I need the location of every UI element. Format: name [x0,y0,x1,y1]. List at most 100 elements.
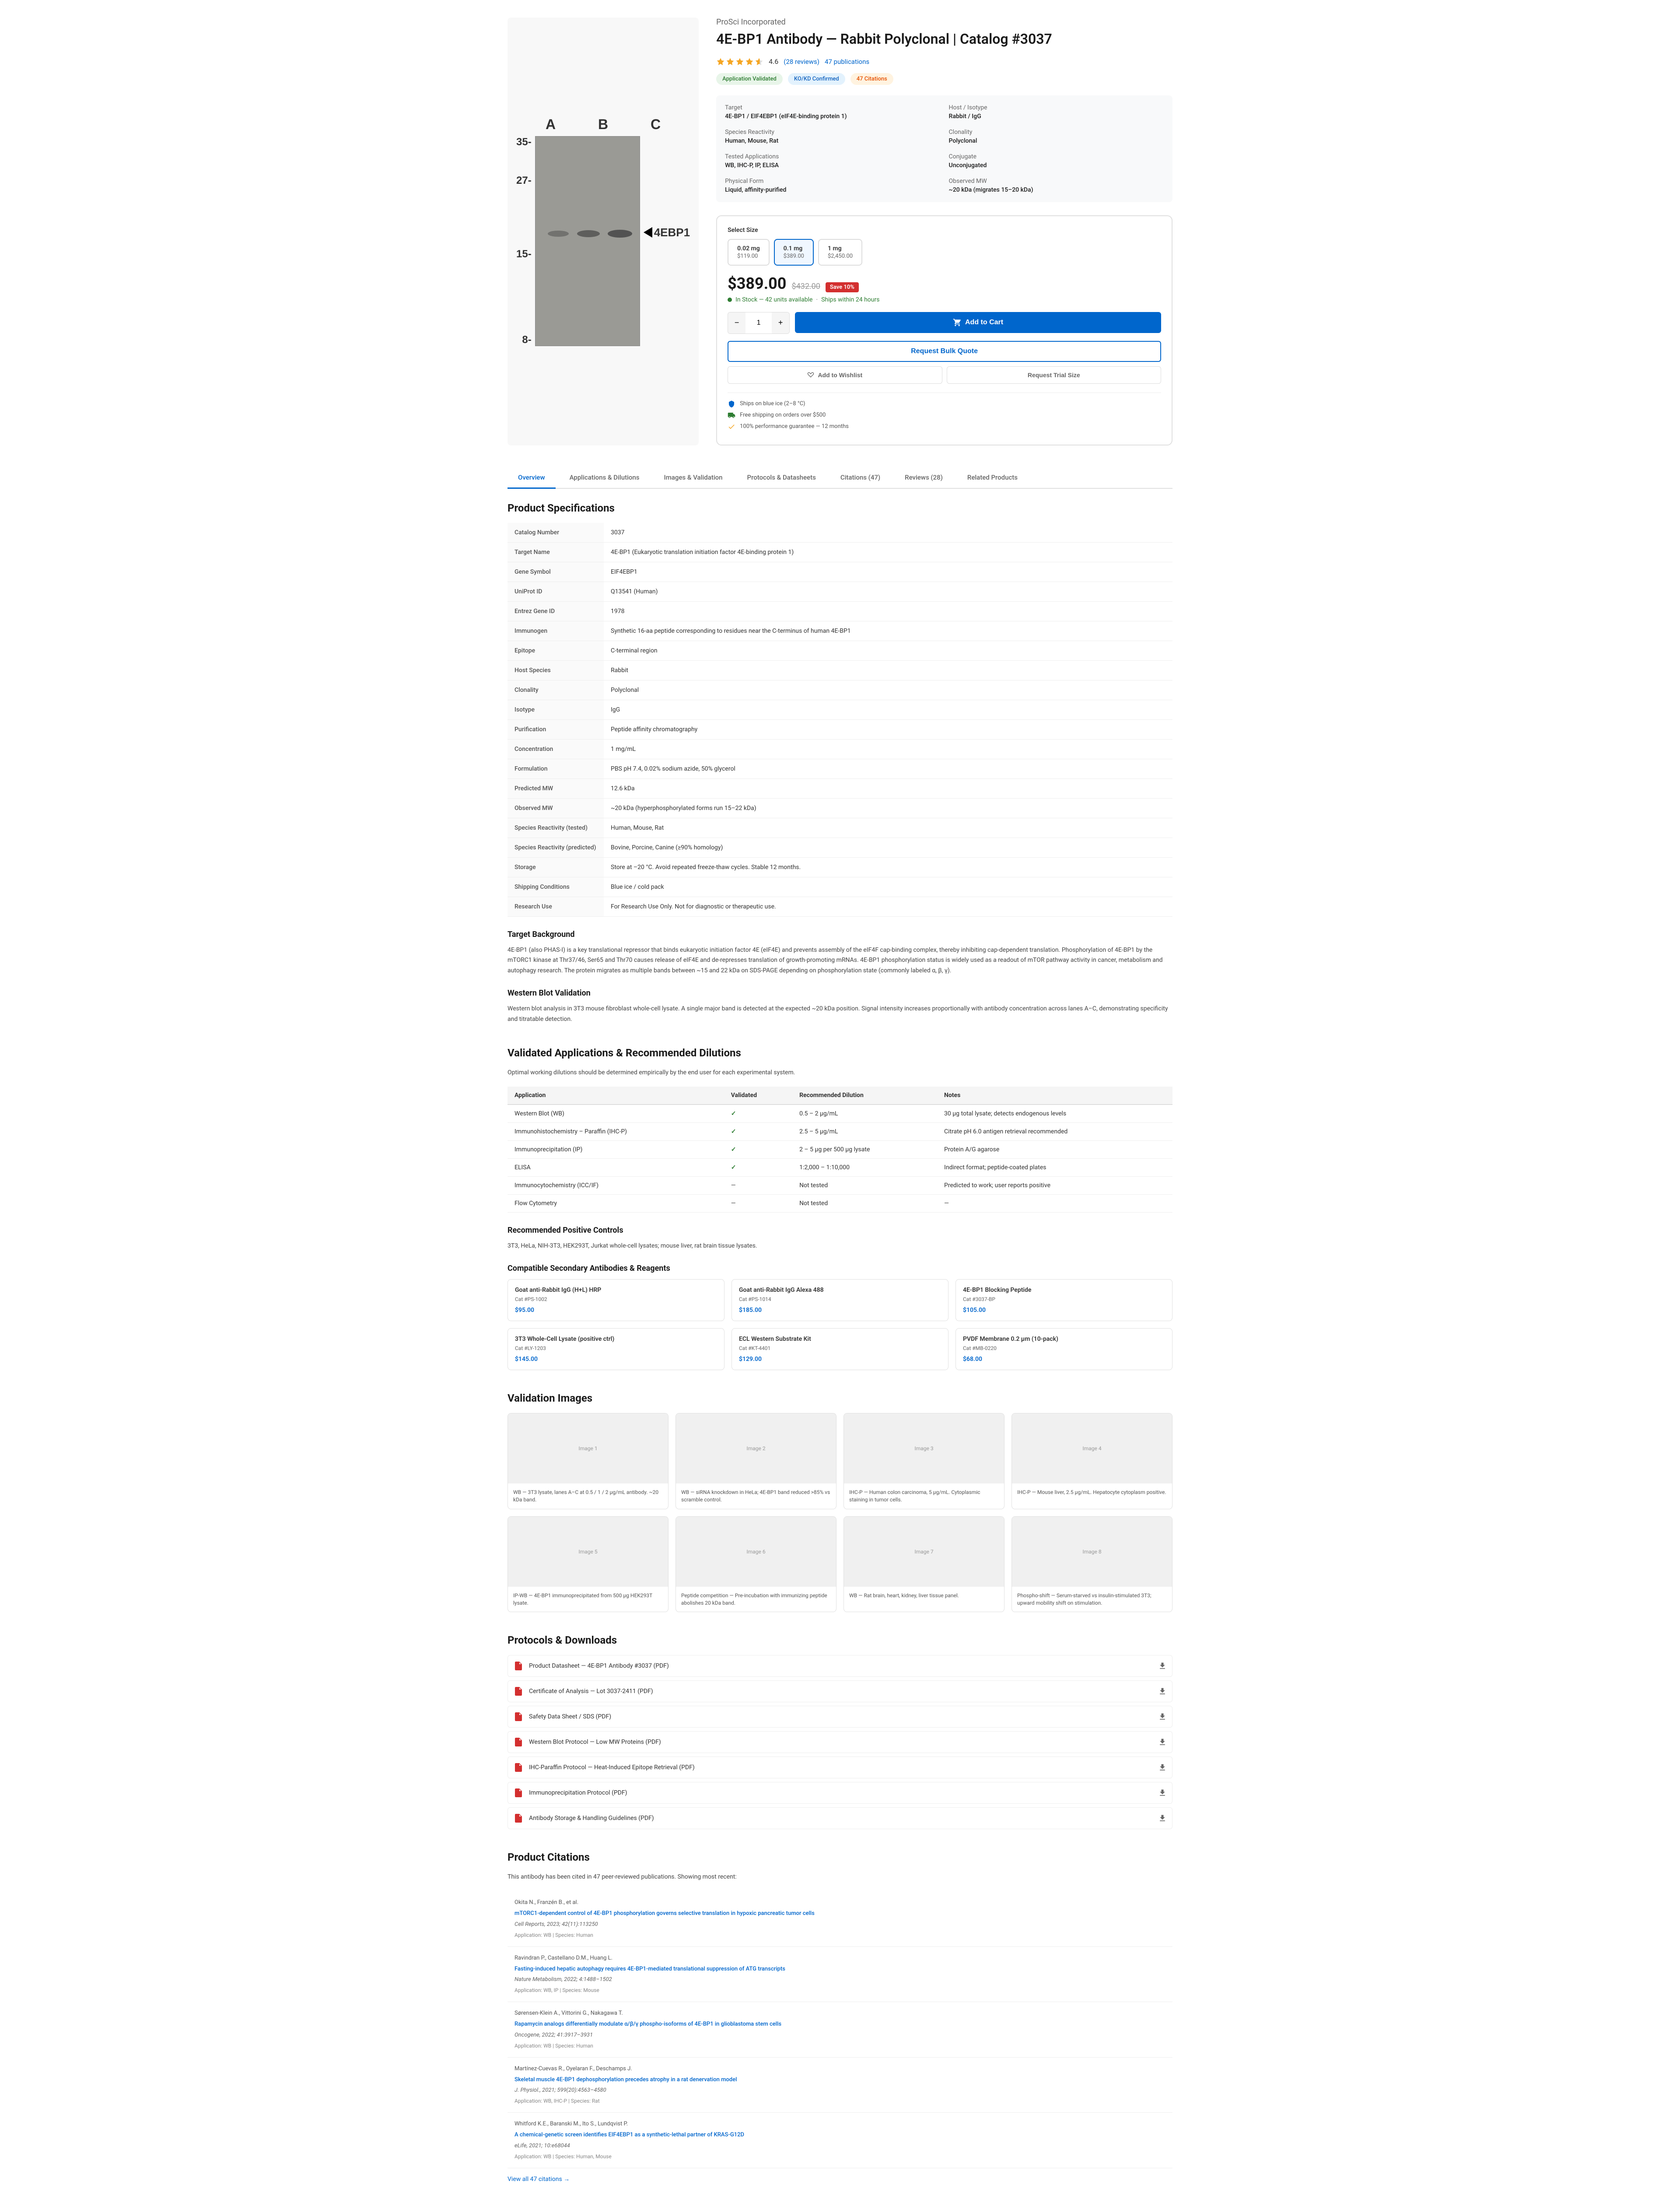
stock-status: In Stock — 42 units available · Ships wi… [728,296,1161,303]
view-all-citations-link[interactable]: View all 47 citations → [508,2175,570,2183]
citations-list: Okita N., Franzén B., et al.mTORC1-depen… [508,1891,1172,2168]
spec-row: IsotypeIgG [508,700,1172,719]
spec-row: Gene SymbolEIF4EBP1 [508,562,1172,582]
tab-protocols[interactable]: Protocols & Datasheets [737,467,826,489]
request-sample-button[interactable]: Request Trial Size [947,366,1161,384]
pdf-icon [513,1813,524,1823]
pdf-icon [513,1711,524,1722]
target-band-label: 4EBP1 [654,226,690,239]
citation-item[interactable]: Ravindran P., Castellano D.M., Huang L.F… [508,1947,1172,2002]
tab-overview[interactable]: Overview [508,467,556,489]
badge-ko: KO/KD Confirmed [788,73,845,85]
validation-heading: Western Blot Validation [508,989,1172,998]
gallery-item[interactable]: Image 7WB — Rat brain, heart, kidney, li… [844,1516,1004,1613]
qty-increase-button[interactable]: + [772,312,789,333]
compatible-card[interactable]: ECL Western Substrate KitCat #KT-4401$12… [732,1328,948,1370]
compatible-card[interactable]: Goat anti-Rabbit IgG (H+L) HRPCat #PS-10… [508,1279,724,1321]
lane-label-b: B [586,116,621,133]
size-option[interactable]: 0.02 mg$119.00 [728,239,770,266]
tab-related[interactable]: Related Products [957,467,1028,489]
protocol-item[interactable]: Certificate of Analysis — Lot 3037-2411 … [508,1680,1172,1702]
product-primary-image[interactable]: A B C 35- 27- 15- 8- 4EBP1 [508,18,699,445]
protocol-item[interactable]: IHC-Paraffin Protocol — Heat-Induced Epi… [508,1757,1172,1778]
gallery-item[interactable]: Image 1WB — 3T3 lysate, lanes A–C at 0.5… [508,1413,668,1509]
truck-icon [728,411,735,419]
protocol-item[interactable]: Immunoprecipitation Protocol (PDF) [508,1782,1172,1804]
qty-decrease-button[interactable]: − [728,312,746,333]
tab-applications[interactable]: Applications & Dilutions [559,467,650,489]
protocol-item[interactable]: Western Blot Protocol — Low MW Proteins … [508,1731,1172,1753]
images-heading: Validation Images [508,1392,1172,1404]
size-option[interactable]: 0.1 mg$389.00 [774,239,814,266]
wishlist-button[interactable]: Add to Wishlist [728,366,942,384]
compatible-card[interactable]: PVDF Membrane 0.2 µm (10-pack)Cat #MB-02… [956,1328,1172,1370]
qi-clonality: Polyclonal [949,137,1164,144]
star-icon [716,57,725,66]
heart-icon [807,372,814,379]
compatible-heading: Compatible Secondary Antibodies & Reagen… [508,1264,1172,1273]
image-gallery: Image 1WB — 3T3 lysate, lanes A–C at 0.5… [508,1413,1172,1612]
download-icon [1158,1687,1167,1696]
app-row: Immunohistochemistry – Paraffin (IHC-P)✓… [508,1123,1172,1141]
spec-row: FormulationPBS pH 7.4, 0.02% sodium azid… [508,759,1172,778]
guarantee-icon [728,423,735,431]
product-tabs: Overview Applications & Dilutions Images… [508,467,1172,489]
protocol-list: Product Datasheet — 4E-BP1 Antibody #303… [508,1655,1172,1829]
gallery-item[interactable]: Image 8Phospho-shift — Serum-starved vs … [1012,1516,1172,1613]
ship-free: Free shipping on orders over $500 [740,412,826,418]
tab-reviews[interactable]: Reviews (28) [894,467,953,489]
quantity-stepper: − + [728,312,790,334]
ship-cold: Ships on blue ice (2–8 °C) [740,400,805,407]
compatible-card[interactable]: 3T3 Whole-Cell Lysate (positive ctrl)Cat… [508,1328,724,1370]
tab-images[interactable]: Images & Validation [653,467,733,489]
spec-row: Species Reactivity (predicted)Bovine, Po… [508,838,1172,857]
pdf-icon [513,1762,524,1773]
rating-stars[interactable] [716,57,763,66]
download-icon [1158,1788,1167,1797]
pdf-icon [513,1686,524,1697]
background-text: 4E-BP1 (also PHAS-I) is a key translatio… [508,945,1172,976]
compatible-card[interactable]: 4E-BP1 Blocking PeptideCat #3037-BP$105.… [956,1279,1172,1321]
download-icon [1158,1662,1167,1670]
spec-row: StorageStore at –20 °C. Avoid repeated f… [508,857,1172,877]
protocol-item[interactable]: Antibody Storage & Handling Guidelines (… [508,1807,1172,1829]
add-to-cart-button[interactable]: Add to Cart [795,312,1161,333]
app-row: Flow Cytometry—Not tested— [508,1195,1172,1213]
gallery-item[interactable]: Image 6Peptide competition — Pre-incubat… [676,1516,836,1613]
qty-input[interactable] [746,312,772,333]
citation-item[interactable]: Whitford K.E., Baranski M., Ito S., Lund… [508,2113,1172,2168]
blot-membrane [535,136,640,346]
gallery-item[interactable]: Image 4IHC-P — Mouse liver, 2.5 µg/mL. H… [1012,1413,1172,1509]
request-quote-button[interactable]: Request Bulk Quote [728,341,1161,362]
mw-markers: 35- 27- 15- 8- [516,136,535,346]
gallery-item[interactable]: Image 5IP-WB — 4E-BP1 immunoprecipitated… [508,1516,668,1613]
qi-mw: ~20 kDa (migrates 15–20 kDa) [949,186,1164,193]
spec-row: Entrez Gene ID1978 [508,601,1172,621]
protocols-heading: Protocols & Downloads [508,1634,1172,1646]
size-option[interactable]: 1 mg$2,450.00 [818,239,862,266]
brand-name: ProSci Incorporated [716,18,1172,27]
gallery-item[interactable]: Image 3IHC-P — Human colon carcinoma, 5 … [844,1413,1004,1509]
compatible-card[interactable]: Goat anti-Rabbit IgG Alexa 488Cat #PS-10… [732,1279,948,1321]
review-count-link[interactable]: (28 reviews) [784,58,819,66]
citation-item[interactable]: Okita N., Franzén B., et al.mTORC1-depen… [508,1891,1172,1947]
price-current: $389.00 [728,274,786,293]
rating-score: 4.6 [769,57,778,66]
star-half-icon [755,57,763,66]
spec-row: ClonalityPolyclonal [508,680,1172,700]
gallery-item[interactable]: Image 2WB — siRNA knockdown in HeLa; 4E-… [676,1413,836,1509]
cold-ship-icon [728,400,735,408]
spec-row: PurificationPeptide affinity chromatogra… [508,719,1172,739]
citation-item[interactable]: Martínez-Cuevas R., Oyelaran F., Descham… [508,2058,1172,2113]
protocol-item[interactable]: Product Datasheet — 4E-BP1 Antibody #303… [508,1655,1172,1677]
citation-item[interactable]: Sørensen-Klein A., Vittorini G., Nakagaw… [508,2002,1172,2058]
lane-label-a: A [533,116,568,133]
images-section: Validation Images Image 1WB — 3T3 lysate… [508,1392,1172,1612]
protocol-item[interactable]: Safety Data Sheet / SDS (PDF) [508,1706,1172,1728]
publications-link[interactable]: 47 publications [825,58,869,66]
compatible-grid: Goat anti-Rabbit IgG (H+L) HRPCat #PS-10… [508,1279,1172,1370]
spec-row: ImmunogenSynthetic 16-aa peptide corresp… [508,621,1172,641]
tab-citations[interactable]: Citations (47) [830,467,891,489]
stock-indicator-icon [728,298,732,302]
quick-info-grid: Target4E-BP1 / EIF4EBP1 (eIF4E-binding p… [716,95,1172,202]
